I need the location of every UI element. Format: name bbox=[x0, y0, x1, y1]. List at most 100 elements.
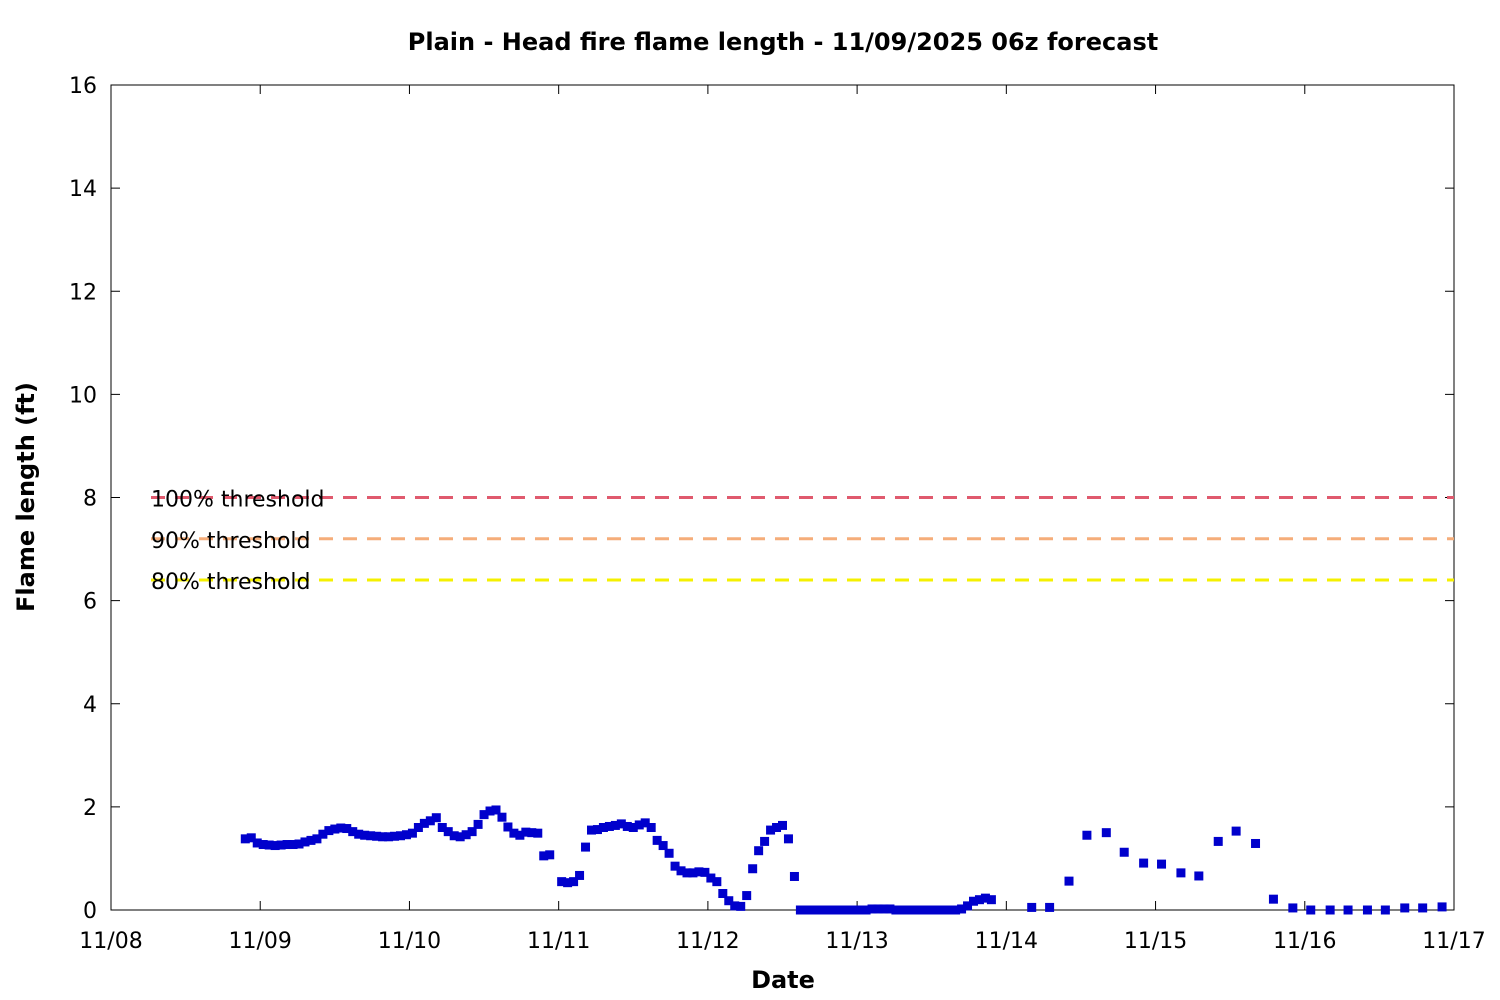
data-point bbox=[909, 905, 919, 915]
data-point bbox=[521, 827, 531, 837]
data-point bbox=[628, 823, 638, 832]
data-point bbox=[1213, 836, 1223, 846]
data-point bbox=[1251, 838, 1261, 848]
data-point bbox=[682, 868, 692, 878]
data-point bbox=[1027, 902, 1037, 912]
data-point bbox=[598, 823, 608, 832]
data-point bbox=[706, 873, 716, 883]
data-point bbox=[1362, 905, 1372, 915]
data-point bbox=[807, 905, 817, 915]
data-point bbox=[1325, 905, 1335, 915]
data-point bbox=[789, 871, 799, 881]
plot-area: 0 2 4 6 8 10 12 14 16 11/08 11/09 11/10 11/11 11/12 11… bbox=[69, 74, 1486, 954]
data-point bbox=[372, 831, 382, 841]
data-point bbox=[1437, 902, 1447, 912]
data-point bbox=[921, 905, 931, 915]
x-axis-label: Date bbox=[751, 966, 815, 994]
x-tick-label: 11/09 bbox=[229, 929, 292, 954]
y-tick-label: 4 bbox=[83, 693, 97, 718]
data-point bbox=[1045, 902, 1055, 912]
data-point bbox=[622, 821, 632, 831]
data-point bbox=[867, 904, 877, 914]
data-point bbox=[563, 878, 573, 888]
data-point bbox=[569, 877, 579, 887]
x-tick-label: 11/13 bbox=[825, 929, 888, 954]
data-point bbox=[575, 870, 585, 880]
data-point bbox=[461, 830, 471, 840]
data-point bbox=[312, 834, 322, 844]
chart-title: Plain - Head fire flame length - 11/09/2… bbox=[408, 28, 1158, 56]
data-point bbox=[1176, 868, 1186, 878]
data-point bbox=[855, 905, 865, 915]
data-point bbox=[718, 889, 728, 898]
data-point bbox=[473, 819, 483, 829]
data-point bbox=[1306, 905, 1316, 915]
data-point bbox=[742, 891, 752, 901]
data-point bbox=[330, 824, 340, 834]
data-point bbox=[712, 877, 722, 887]
data-point bbox=[986, 895, 996, 905]
x-tick-label: 11/08 bbox=[79, 929, 142, 954]
data-point bbox=[342, 824, 352, 834]
data-point bbox=[527, 828, 537, 838]
y-tick-label: 16 bbox=[69, 74, 97, 99]
data-point bbox=[640, 818, 650, 828]
data-point bbox=[413, 823, 423, 832]
y-tick-label: 0 bbox=[83, 899, 97, 924]
data-point bbox=[288, 840, 298, 850]
data-point bbox=[557, 877, 567, 887]
data-point bbox=[1343, 905, 1353, 915]
data-point bbox=[831, 905, 841, 915]
data-point bbox=[1139, 858, 1149, 868]
data-point bbox=[604, 821, 614, 831]
data-point bbox=[915, 905, 925, 915]
data-point bbox=[366, 831, 376, 841]
data-point bbox=[957, 904, 967, 914]
data-point bbox=[533, 828, 543, 838]
data-point bbox=[766, 825, 776, 835]
data-point bbox=[258, 840, 268, 850]
data-point bbox=[240, 834, 250, 844]
data-point bbox=[384, 832, 394, 842]
data-point bbox=[300, 837, 310, 847]
data-point bbox=[1157, 859, 1167, 869]
data-point bbox=[467, 827, 477, 837]
data-point bbox=[730, 901, 740, 911]
data-point bbox=[849, 905, 859, 915]
data-point bbox=[1288, 903, 1298, 913]
data-point bbox=[610, 820, 620, 830]
data-point bbox=[951, 905, 961, 915]
threshold-label: 80% threshold bbox=[151, 570, 311, 595]
data-point bbox=[407, 828, 417, 838]
x-tick-label: 11/10 bbox=[378, 929, 441, 954]
data-point bbox=[324, 826, 334, 836]
data-point bbox=[443, 827, 453, 837]
data-point bbox=[479, 810, 489, 820]
data-point bbox=[1380, 905, 1390, 915]
data-point bbox=[670, 861, 680, 871]
data-point bbox=[825, 905, 835, 915]
data-point bbox=[545, 850, 555, 860]
data-point bbox=[1101, 828, 1111, 838]
data-point bbox=[437, 823, 447, 832]
data-point bbox=[401, 830, 411, 840]
data-point bbox=[509, 828, 519, 838]
data-point bbox=[276, 840, 286, 850]
data-point bbox=[264, 840, 274, 850]
data-point bbox=[1400, 903, 1410, 913]
y-tick-label: 14 bbox=[69, 177, 97, 202]
data-point bbox=[885, 904, 895, 914]
data-point bbox=[431, 813, 441, 823]
data-point bbox=[378, 832, 388, 842]
data-point bbox=[539, 851, 549, 861]
x-tick-label: 11/12 bbox=[676, 929, 739, 954]
data-point bbox=[485, 806, 495, 816]
data-point bbox=[837, 905, 847, 915]
data-point bbox=[700, 867, 710, 877]
y-tick-label: 6 bbox=[83, 590, 97, 615]
data-point bbox=[348, 827, 358, 837]
data-point bbox=[724, 896, 734, 906]
data-point bbox=[694, 867, 704, 877]
data-point bbox=[813, 905, 823, 915]
